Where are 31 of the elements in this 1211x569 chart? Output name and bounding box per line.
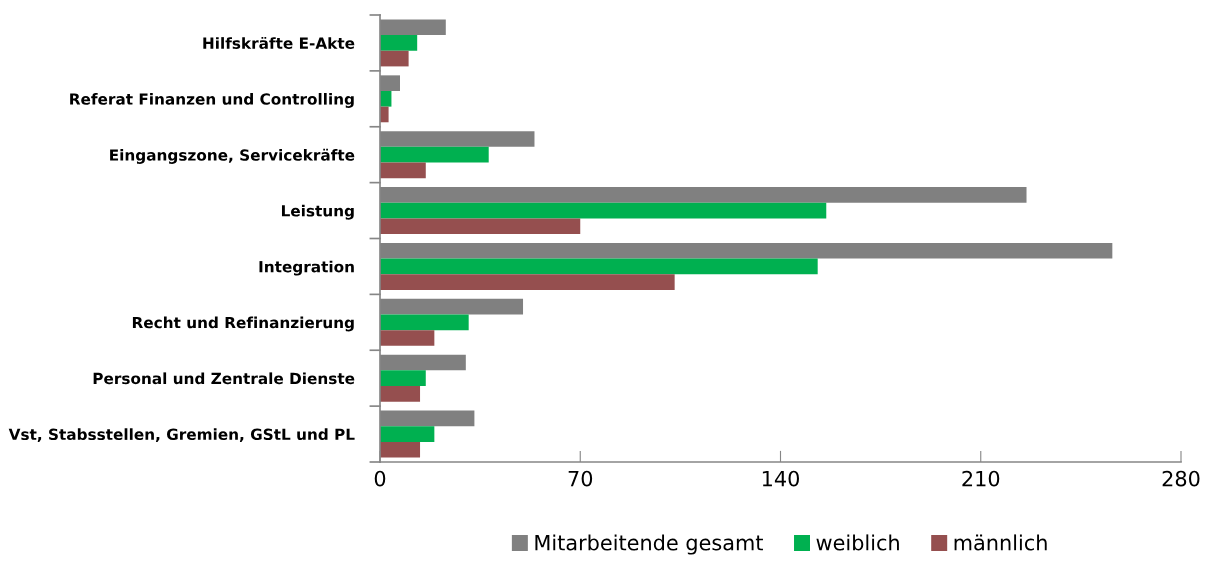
- x-tick-label: 280: [1162, 470, 1200, 487]
- y-tick-label: Referat Finanzen und Controlling: [70, 93, 354, 108]
- y-tick-label: Personal und Zentrale Dienste: [93, 372, 355, 385]
- bar: [380, 441, 421, 458]
- x-tick-label: 0: [374, 470, 386, 487]
- bar: [380, 106, 389, 123]
- bar: [380, 426, 435, 442]
- legend-label: männlich: [954, 534, 1047, 551]
- bar: [380, 274, 675, 290]
- bar: [380, 146, 489, 163]
- bar: [380, 330, 435, 346]
- x-tick-label: 140: [762, 470, 799, 487]
- y-tick-label: Hilfskräfte E-Akte: [203, 36, 355, 49]
- y-tick-label: Eingangszone, Servicekräfte: [110, 148, 355, 164]
- bar: [380, 314, 469, 331]
- bar: [380, 218, 581, 235]
- bar: [380, 50, 409, 67]
- legend-label: weiblich: [816, 534, 899, 551]
- x-tick-label: 210: [962, 470, 1000, 487]
- y-tick-label: Integration: [259, 260, 354, 276]
- bar: [380, 258, 818, 275]
- bar: [380, 386, 421, 402]
- y-tick-label: Leistung: [281, 204, 354, 220]
- y-tick-label: Recht und Refinanzierung: [132, 316, 354, 332]
- legend-label: Mitarbeitende gesamt: [535, 534, 763, 555]
- bar: [380, 370, 426, 387]
- x-tick-label: 70: [568, 470, 593, 487]
- bar: [380, 202, 827, 219]
- y-tick-label: Vst, Stabsstellen, Gremien, GStL und PL: [8, 428, 355, 443]
- bar: [380, 162, 426, 179]
- bar: [380, 35, 418, 51]
